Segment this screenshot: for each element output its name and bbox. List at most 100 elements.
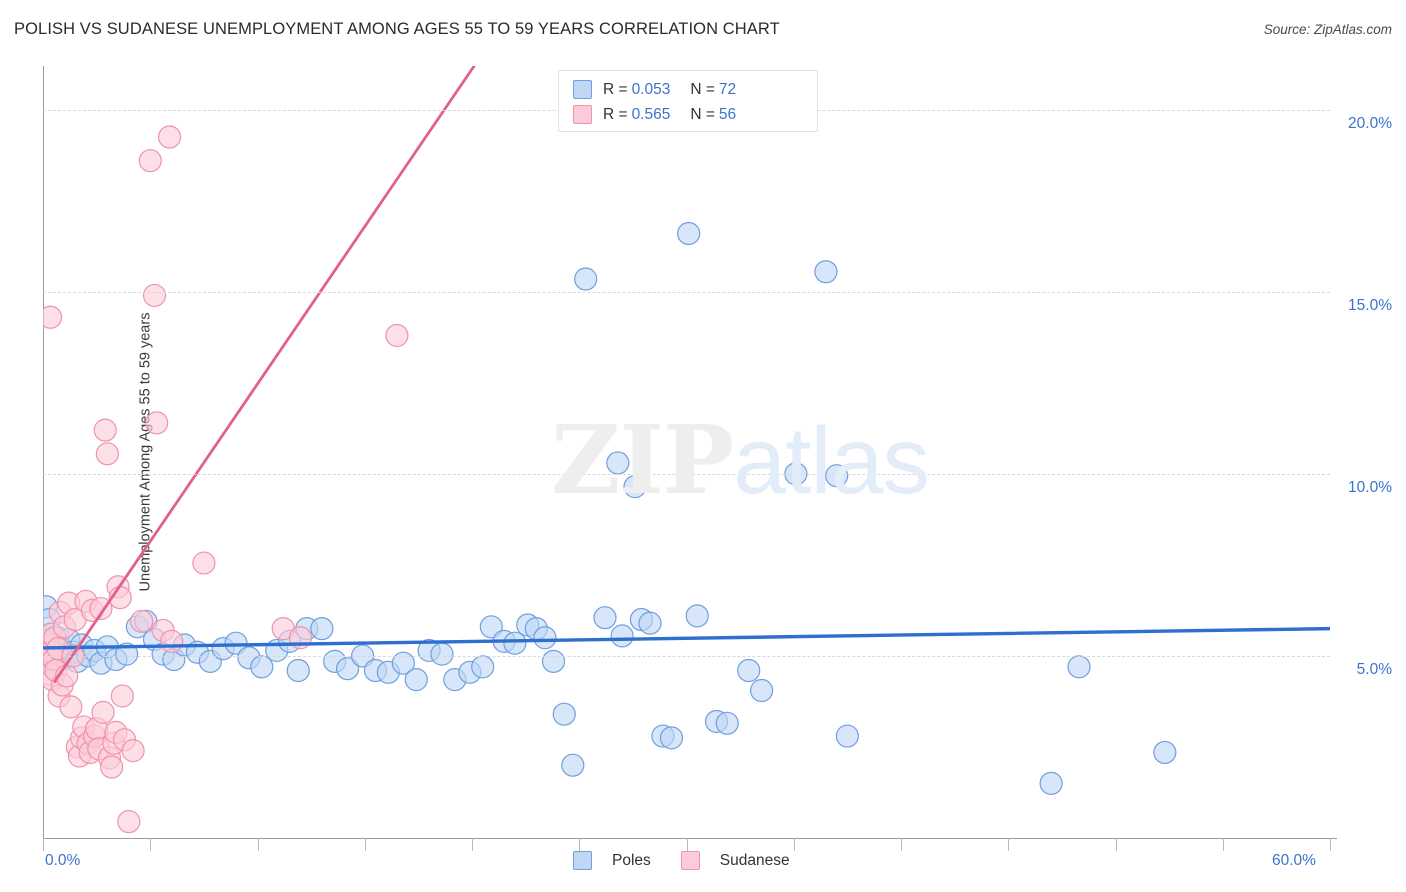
scatter-point-poles [835, 724, 859, 748]
scatter-point-poles [471, 655, 495, 679]
scatter-point-poles [503, 631, 527, 655]
scatter-point-poles [552, 702, 576, 726]
x-tick [686, 838, 688, 851]
gridline-y [43, 473, 1330, 475]
x-tick [364, 838, 366, 851]
y-tick-label: 20.0% [1348, 114, 1392, 132]
x-tick [257, 838, 259, 851]
x-tick [472, 838, 473, 851]
scatter-point-poles [749, 678, 774, 703]
x-tick-label: 60.0% [1272, 852, 1316, 869]
legend-poles-label: Poles [612, 851, 651, 869]
scatter-point-poles [250, 655, 274, 679]
x-tick [793, 838, 795, 851]
x-tick [1330, 838, 1331, 851]
x-tick [1115, 838, 1117, 851]
scatter-point-poles [638, 611, 662, 635]
legend-item-poles[interactable]: Poles [573, 851, 651, 870]
scatter-point-poles [404, 667, 428, 692]
scatter-point-poles [479, 615, 503, 639]
scatter-point-poles [115, 642, 139, 666]
scatter-point-sudanese [95, 442, 119, 466]
x-axis-line [43, 838, 1337, 839]
page-title: POLISH VS SUDANESE UNEMPLOYMENT AMONG AG… [14, 20, 780, 38]
scatter-point-sudanese [145, 411, 169, 435]
sudanese-r-value: 0.565 [631, 105, 671, 123]
scatter-point-sudanese [91, 700, 115, 724]
scatter-point-poles [310, 617, 334, 641]
scatter-point-poles [593, 606, 617, 630]
scatter-point-poles [685, 604, 709, 628]
scatter-point-poles [814, 260, 838, 284]
x-tick [901, 838, 902, 851]
scatter-point-poles [574, 267, 598, 291]
scatter-point-poles [561, 753, 585, 777]
source-attribution: Source: ZipAtlas.com [1263, 22, 1392, 37]
legend-sudanese-label: Sudanese [719, 851, 790, 869]
scatter-point-poles [430, 642, 454, 666]
scatter-point-sudanese [160, 629, 184, 653]
gridline-y [43, 655, 1330, 657]
poles-swatch-icon [573, 80, 592, 99]
scatter-point-sudanese [142, 283, 167, 308]
scatter-point-poles [659, 726, 684, 750]
poles-r-label: R = [603, 80, 628, 98]
legend-item-sudanese[interactable]: Sudanese [680, 851, 790, 870]
y-axis-line [43, 66, 44, 838]
scatter-point-sudanese [43, 305, 63, 329]
x-tick [1222, 838, 1224, 851]
scatter-point-poles [737, 658, 761, 683]
legend-sudanese-swatch-icon [680, 851, 700, 870]
scatter-point-poles [1153, 740, 1177, 765]
scatter-point-sudanese [59, 695, 83, 719]
y-axis-title-wrap: Unemployment Among Ages 55 to 59 years [8, 66, 153, 838]
sudanese-swatch-icon [573, 105, 592, 124]
chart-legend: Poles Sudanese [573, 851, 812, 870]
scatter-point-sudanese [93, 418, 117, 442]
stats-row-sudanese: R = 0.565 N = 56 [573, 102, 807, 127]
x-tick [43, 838, 44, 851]
legend-poles-swatch-icon [573, 851, 592, 870]
scatter-layer [43, 66, 1330, 834]
poles-r-value: 0.053 [631, 80, 671, 98]
x-tick [1008, 838, 1010, 851]
trendline-poles [43, 626, 1330, 650]
x-tick-label: 0.0% [45, 852, 81, 869]
trendline-sudanese [53, 66, 476, 683]
scatter-point-poles [391, 651, 415, 675]
scatter-point-poles [610, 624, 634, 648]
x-tick [579, 838, 581, 851]
scatter-point-poles [1039, 771, 1063, 795]
scatter-point-sudanese [138, 149, 162, 173]
sudanese-n-value: 56 [718, 105, 737, 123]
plot-area [43, 66, 1330, 838]
scatter-point-sudanese [121, 739, 145, 763]
poles-n-value: 72 [718, 80, 737, 98]
y-tick-label: 15.0% [1348, 296, 1392, 314]
sudanese-n-label: N = [690, 105, 715, 123]
scatter-point-poles [533, 626, 557, 650]
scatter-point-poles [623, 474, 647, 499]
scatter-point-poles [677, 221, 701, 246]
scatter-point-sudanese [157, 125, 182, 149]
scatter-point-sudanese [89, 596, 113, 621]
y-tick-label: 5.0% [1356, 660, 1392, 678]
scatter-point-poles [606, 451, 630, 475]
scatter-point-poles [286, 658, 310, 683]
sudanese-r-label: R = [603, 105, 628, 123]
poles-n-label: N = [690, 80, 715, 98]
scatter-point-poles [541, 649, 566, 673]
scatter-point-sudanese [385, 323, 409, 348]
gridline-y [43, 291, 1330, 293]
scatter-point-poles [715, 711, 739, 735]
scatter-point-sudanese [110, 684, 134, 708]
scatter-point-sudanese [100, 755, 124, 779]
scatter-point-poles [335, 657, 360, 681]
scatter-point-sudanese [117, 810, 141, 834]
scatter-point-poles [1067, 655, 1091, 679]
correlation-stats-box: R = 0.053 N = 72 R = 0.565 N = 56 [558, 70, 818, 132]
stats-row-poles: R = 0.053 N = 72 [573, 77, 807, 102]
scatter-point-sudanese [192, 551, 216, 575]
scatter-point-poles [825, 464, 849, 488]
